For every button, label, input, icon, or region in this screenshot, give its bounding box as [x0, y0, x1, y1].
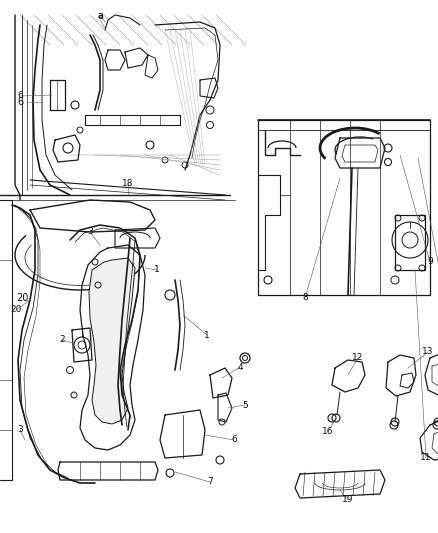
- Text: 11: 11: [420, 454, 432, 463]
- Text: a: a: [97, 11, 103, 20]
- Text: 20: 20: [11, 305, 22, 314]
- Text: 1: 1: [154, 265, 160, 274]
- Text: 2: 2: [59, 335, 65, 344]
- Text: 18: 18: [122, 179, 134, 188]
- Text: 4: 4: [237, 362, 243, 372]
- Text: 20: 20: [16, 293, 28, 303]
- Polygon shape: [89, 258, 135, 424]
- Text: 3: 3: [17, 425, 23, 434]
- Text: 6: 6: [17, 92, 23, 101]
- Text: 1: 1: [204, 330, 210, 340]
- Text: 5: 5: [242, 400, 248, 409]
- Text: 6: 6: [231, 435, 237, 445]
- Text: 16: 16: [322, 427, 334, 437]
- Text: 3: 3: [87, 228, 93, 237]
- Text: a: a: [97, 11, 103, 21]
- Text: 9: 9: [427, 257, 433, 266]
- Text: 6: 6: [17, 97, 23, 107]
- Text: 7: 7: [207, 478, 213, 487]
- Text: 12: 12: [352, 353, 364, 362]
- Text: 13: 13: [422, 348, 434, 357]
- Text: 19: 19: [342, 496, 354, 505]
- Text: 8: 8: [302, 294, 308, 303]
